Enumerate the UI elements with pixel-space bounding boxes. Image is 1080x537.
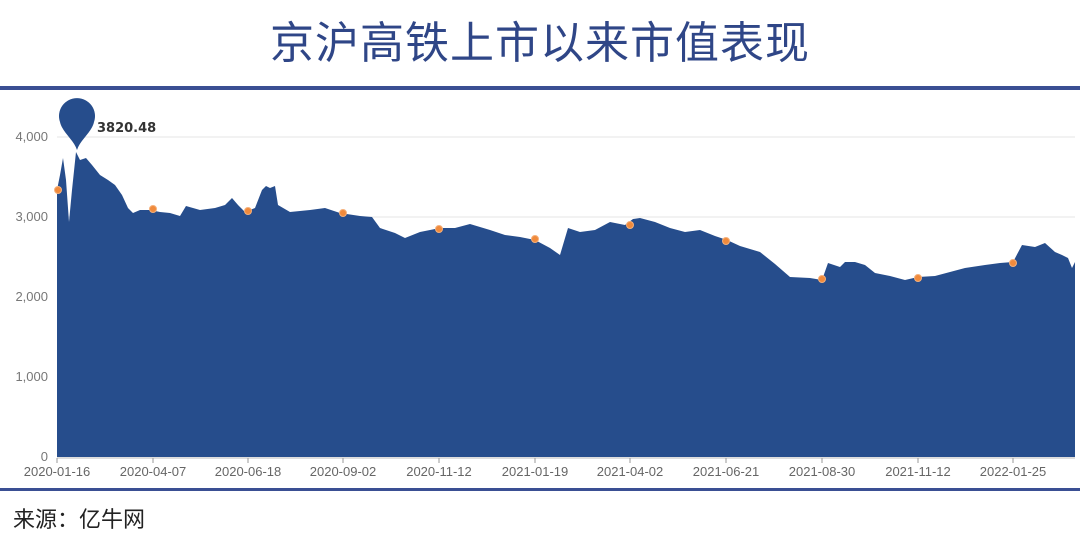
x-tick-label: 2021-01-19 <box>502 464 569 479</box>
source-caption: 来源：亿牛网 <box>13 508 146 533</box>
y-axis: 0 1,000 2,000 3,000 4,000 <box>15 129 48 464</box>
x-tick-label: 2020-06-18 <box>215 464 282 479</box>
data-marker <box>244 207 252 215</box>
y-tick-label: 0 <box>41 449 48 464</box>
y-tick-label: 2,000 <box>15 289 48 304</box>
data-marker <box>149 205 157 213</box>
data-marker <box>722 237 730 245</box>
data-marker <box>914 274 922 282</box>
x-tick-label: 2021-06-21 <box>693 464 760 479</box>
y-tick-label: 1,000 <box>15 369 48 384</box>
footer-divider <box>0 488 1080 491</box>
x-tick-label: 2020-01-16 <box>24 464 91 479</box>
x-tick-label: 2021-11-12 <box>885 464 951 479</box>
title-divider <box>0 86 1080 90</box>
y-tick-label: 4,000 <box>15 129 48 144</box>
peak-value-label: 3820.48 <box>97 121 156 136</box>
y-tick-label: 3,000 <box>15 209 48 224</box>
markers <box>54 186 1017 283</box>
peak-pin-icon <box>59 98 95 150</box>
x-tick-label: 2022-01-25 <box>980 464 1047 479</box>
x-tick-label: 2020-11-12 <box>406 464 472 479</box>
x-axis: 2020-01-16 2020-04-07 2020-06-18 2020-09… <box>24 457 1075 479</box>
chart-title: 京沪高铁上市以来市值表现 <box>270 18 810 69</box>
data-marker <box>818 275 826 283</box>
data-marker <box>626 221 634 229</box>
data-marker <box>339 209 347 217</box>
data-marker <box>531 235 539 243</box>
x-tick-label: 2020-04-07 <box>120 464 187 479</box>
data-marker <box>435 225 443 233</box>
data-marker <box>1009 259 1017 267</box>
x-tick-label: 2021-04-02 <box>597 464 664 479</box>
data-marker <box>54 186 62 194</box>
market-cap-area <box>57 152 1075 457</box>
x-tick-label: 2021-08-30 <box>789 464 856 479</box>
x-tick-label: 2020-09-02 <box>310 464 377 479</box>
